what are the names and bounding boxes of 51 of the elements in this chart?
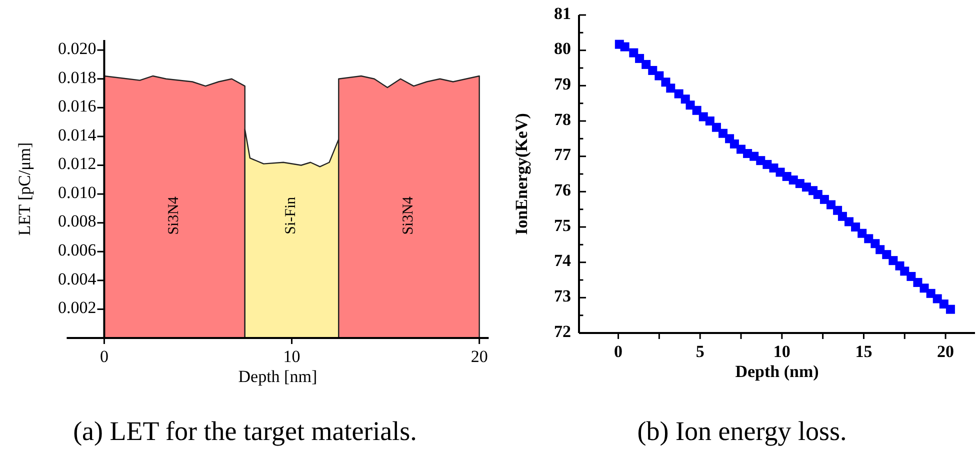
y-tick-label: 0.020 <box>58 38 96 58</box>
y-tick-label: 0.016 <box>58 96 96 116</box>
y-tick-label: 0.010 <box>58 182 96 202</box>
y-tick-label: 0.012 <box>58 154 96 174</box>
y-tick-label: 80 <box>554 39 571 58</box>
y-tick-label: 78 <box>554 110 571 129</box>
x-axis-title: Depth [nm] <box>238 367 318 386</box>
y-tick-label: 0.004 <box>58 269 97 288</box>
point <box>826 200 836 210</box>
text: (a) LET for the target materials. <box>73 416 417 446</box>
y-tick-label: 0.014 <box>58 125 97 144</box>
point <box>705 116 714 126</box>
x-tick-label: 5 <box>696 342 704 361</box>
point <box>946 304 955 314</box>
x-tick-label: 10 <box>283 347 300 366</box>
point <box>642 60 651 69</box>
y-axis-title: IonEnergy(KeV) <box>512 113 531 235</box>
y-tick-label: 79 <box>554 74 571 94</box>
text: (b) Ion energy loss. <box>637 416 847 446</box>
point <box>692 106 702 115</box>
point <box>620 42 630 52</box>
point <box>913 278 922 287</box>
y-tick-label: 0.018 <box>58 68 96 87</box>
point <box>851 222 860 232</box>
x-tick-label: 20 <box>937 342 954 361</box>
x-tick-label: 15 <box>855 342 872 361</box>
point <box>906 272 916 281</box>
y-tick-label: 0.008 <box>58 212 96 231</box>
y-tick-label: 77 <box>554 145 572 164</box>
x-tick-label: 0 <box>614 342 623 361</box>
y-tick-label: 73 <box>554 286 571 306</box>
point <box>882 250 892 260</box>
x-tick-label: 10 <box>773 342 790 361</box>
point <box>654 71 664 80</box>
y-tick-label: 0.002 <box>58 298 96 318</box>
y-tick-label: 75 <box>554 216 571 235</box>
x-tick-label: 0 <box>100 347 108 366</box>
y-tick-label: 72 <box>554 322 571 341</box>
series-label: Si3N4 <box>166 196 182 235</box>
point <box>666 84 676 93</box>
x-axis-title: Depth (nm) <box>735 362 819 381</box>
y-tick-label: 74 <box>554 251 572 270</box>
y-tick-label: 0.006 <box>58 240 96 260</box>
point <box>712 122 721 132</box>
y-axis-title: LET [pC/μm] <box>15 142 34 236</box>
series-label: Si3N4 <box>400 196 416 235</box>
point <box>635 54 644 63</box>
x-tick-label: 20 <box>470 347 488 366</box>
series-label: Si-Fin <box>283 196 300 234</box>
y-tick-label: 76 <box>554 180 571 200</box>
y-tick-label: 81 <box>554 4 571 23</box>
